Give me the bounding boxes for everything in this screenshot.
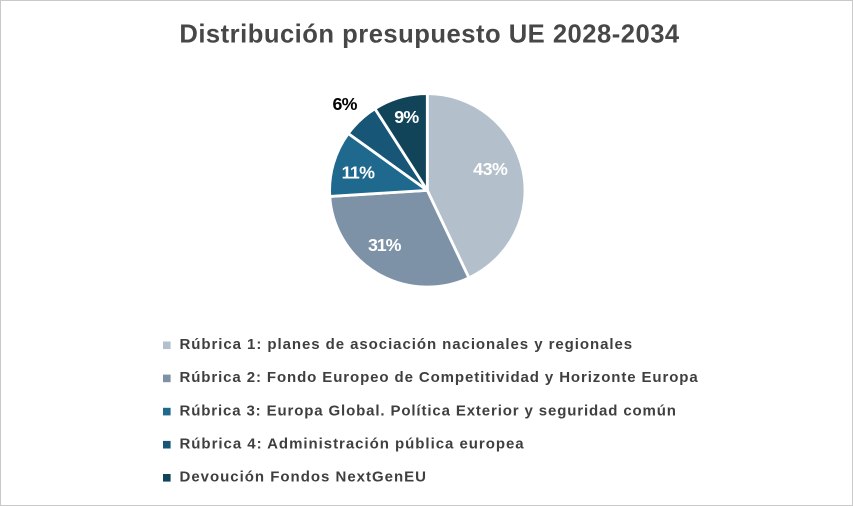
svg-text:Rúbrica 4: Administración públ: Rúbrica 4: Administración pública europe…: [180, 435, 525, 452]
svg-text:6%: 6%: [333, 94, 358, 114]
svg-text:11%: 11%: [342, 163, 375, 183]
svg-text:Rúbrica 2: Fondo Europeo de Co: Rúbrica 2: Fondo Europeo de Competitivid…: [180, 369, 699, 386]
svg-text:Devoución Fondos NextGenEU: Devoución Fondos NextGenEU: [180, 469, 427, 486]
svg-text:Rúbrica 1: planes de asociació: Rúbrica 1: planes de asociación nacional…: [180, 336, 634, 353]
svg-text:Distribución presupuesto UE 20: Distribución presupuesto UE 2028-2034: [179, 20, 680, 48]
svg-text:Rúbrica 3: Europa Global. Polí: Rúbrica 3: Europa Global. Política Exter…: [180, 402, 677, 419]
svg-text:9%: 9%: [394, 107, 419, 127]
svg-text:43%: 43%: [473, 159, 508, 179]
svg-text:31%: 31%: [368, 235, 402, 255]
